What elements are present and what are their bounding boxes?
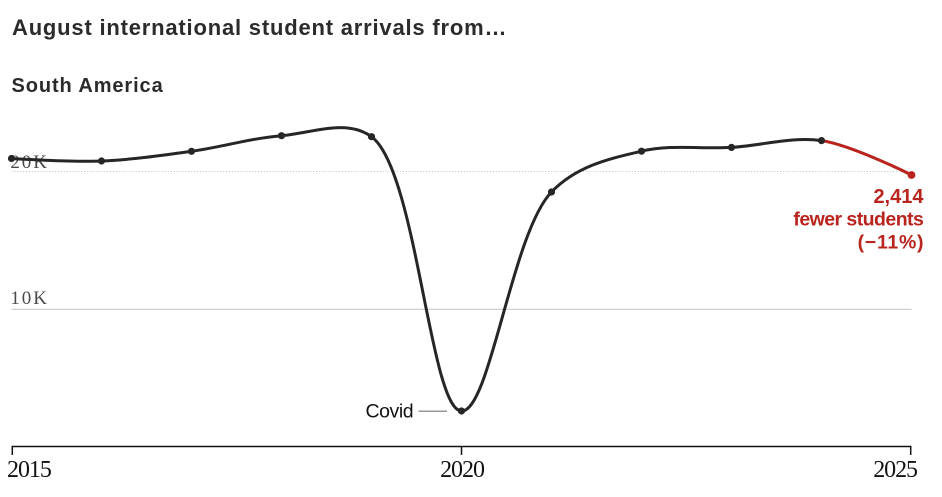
svg-text:South America: South America: [12, 75, 164, 97]
svg-text:2020: 2020: [440, 457, 485, 483]
svg-text:August international student a: August international student arrivals fr…: [12, 15, 507, 40]
svg-text:2025: 2025: [873, 457, 918, 483]
svg-text:Covid: Covid: [366, 400, 414, 422]
svg-text:2015: 2015: [7, 457, 52, 483]
svg-text:20K: 20K: [10, 152, 48, 173]
svg-text:10K: 10K: [10, 288, 48, 309]
